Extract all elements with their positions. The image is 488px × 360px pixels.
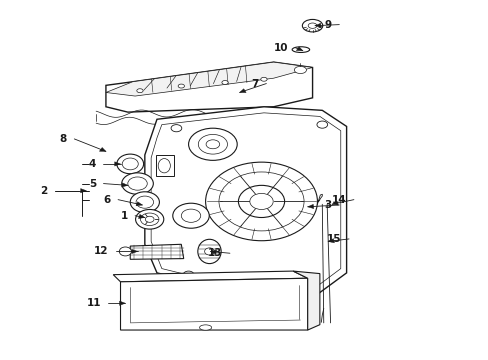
Ellipse shape	[181, 209, 201, 222]
Ellipse shape	[198, 239, 221, 264]
Polygon shape	[131, 249, 137, 253]
Ellipse shape	[122, 158, 138, 170]
Polygon shape	[156, 155, 174, 176]
Ellipse shape	[222, 81, 228, 85]
Ellipse shape	[117, 154, 143, 174]
Ellipse shape	[294, 66, 306, 73]
Text: 8: 8	[60, 134, 67, 144]
Ellipse shape	[205, 140, 219, 149]
Text: 5: 5	[89, 179, 96, 189]
Ellipse shape	[119, 247, 131, 256]
Ellipse shape	[140, 213, 159, 226]
Text: 11: 11	[86, 298, 101, 308]
Text: 12: 12	[94, 247, 108, 256]
Polygon shape	[307, 204, 313, 208]
Text: 15: 15	[326, 234, 341, 244]
Ellipse shape	[316, 121, 327, 128]
Polygon shape	[296, 47, 302, 51]
Polygon shape	[292, 271, 319, 330]
Text: 13: 13	[208, 248, 222, 258]
Polygon shape	[106, 62, 312, 96]
Polygon shape	[327, 239, 334, 243]
Ellipse shape	[204, 248, 214, 255]
Ellipse shape	[158, 158, 170, 173]
Ellipse shape	[188, 128, 237, 160]
Polygon shape	[210, 250, 216, 254]
Ellipse shape	[130, 192, 159, 212]
Ellipse shape	[199, 325, 211, 330]
Ellipse shape	[302, 273, 312, 280]
Polygon shape	[239, 89, 245, 93]
Ellipse shape	[183, 271, 194, 278]
Text: 2: 2	[40, 186, 47, 196]
Text: 6: 6	[103, 195, 111, 204]
Text: 4: 4	[89, 159, 96, 169]
Ellipse shape	[238, 185, 284, 217]
Text: 9: 9	[324, 19, 331, 30]
Ellipse shape	[172, 203, 209, 228]
Polygon shape	[138, 215, 144, 219]
Text: 14: 14	[331, 195, 346, 204]
Text: 7: 7	[251, 78, 259, 89]
Ellipse shape	[307, 23, 316, 28]
Text: 1: 1	[121, 211, 127, 221]
Polygon shape	[106, 62, 312, 112]
Polygon shape	[314, 23, 320, 28]
Polygon shape	[120, 278, 307, 330]
Ellipse shape	[219, 172, 304, 231]
Polygon shape	[331, 201, 338, 205]
Ellipse shape	[122, 173, 153, 194]
Polygon shape	[81, 189, 86, 193]
Polygon shape	[113, 271, 307, 282]
Polygon shape	[122, 183, 127, 187]
Polygon shape	[119, 301, 125, 305]
Ellipse shape	[178, 84, 184, 88]
Ellipse shape	[291, 47, 309, 53]
Ellipse shape	[249, 193, 273, 210]
Ellipse shape	[205, 162, 317, 241]
Text: 10: 10	[273, 43, 287, 53]
Ellipse shape	[127, 177, 147, 190]
Text: 3: 3	[324, 200, 331, 210]
Polygon shape	[144, 107, 346, 294]
Ellipse shape	[136, 196, 153, 208]
Polygon shape	[130, 244, 183, 259]
Polygon shape	[99, 148, 106, 152]
Polygon shape	[136, 202, 142, 206]
Ellipse shape	[198, 134, 227, 154]
Ellipse shape	[171, 125, 182, 132]
Ellipse shape	[145, 216, 154, 222]
Ellipse shape	[302, 19, 322, 32]
Ellipse shape	[260, 77, 266, 81]
Ellipse shape	[137, 89, 143, 93]
Polygon shape	[115, 162, 120, 166]
Ellipse shape	[135, 210, 163, 229]
